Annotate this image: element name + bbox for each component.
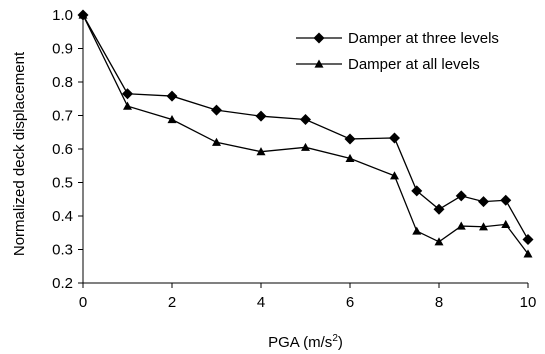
y-tick-label: 0.3 xyxy=(52,242,73,259)
diamond-point xyxy=(433,203,445,215)
diamond-point xyxy=(455,190,467,202)
diamond-point xyxy=(500,194,512,206)
series-line xyxy=(82,14,529,255)
y-tick-label: 0.9 xyxy=(52,41,73,58)
triangle-point xyxy=(479,222,488,231)
y-tick-label: 0.5 xyxy=(52,175,73,192)
triangle-point xyxy=(78,10,88,19)
x-tick-label: 6 xyxy=(346,294,354,311)
legend-label: Damper at three levels xyxy=(348,30,499,47)
diamond-point xyxy=(411,185,423,197)
triangle-point xyxy=(434,237,444,246)
diamond-point xyxy=(344,133,356,145)
triangle-point xyxy=(456,221,466,230)
x-tick-label: 10 xyxy=(520,294,537,311)
diamond-point xyxy=(522,233,534,245)
triangle-point xyxy=(412,226,422,235)
y-axis-title: Normalized deck displacement xyxy=(11,51,28,256)
diamond-point xyxy=(122,88,133,100)
diamond-point xyxy=(166,90,178,102)
triangle-point xyxy=(256,147,266,156)
x-axis-title-suffix: ) xyxy=(338,334,343,351)
series-layer xyxy=(77,9,534,258)
legend-label: Damper at all levels xyxy=(348,56,480,73)
legend: Damper at three levels Damper at all leve… xyxy=(296,30,499,73)
y-tick-label: 0.4 xyxy=(52,208,73,225)
y-tick-label: 0.7 xyxy=(52,108,73,125)
y-tick-label: 1.0 xyxy=(52,7,73,24)
x-axis-title-superscript: 2 xyxy=(332,333,338,344)
diamond-point xyxy=(211,104,222,116)
diamond-point xyxy=(300,114,311,126)
legend-triangle-marker xyxy=(314,59,324,68)
triangle-point xyxy=(212,137,221,146)
legend-item: Damper at all levels xyxy=(296,56,480,73)
x-tick-label: 0 xyxy=(79,294,87,311)
triangle-point xyxy=(523,249,533,258)
triangle-point xyxy=(167,115,177,124)
triangle-point xyxy=(123,101,132,110)
x-axis-ticks: 0 2 4 6 8 10 xyxy=(79,283,537,311)
series-damper-all-levels xyxy=(78,10,533,258)
diamond-point xyxy=(255,110,267,122)
x-tick-label: 2 xyxy=(168,294,176,311)
diamond-point xyxy=(478,196,489,208)
triangle-point xyxy=(501,219,511,228)
triangle-point xyxy=(390,171,399,180)
y-tick-label: 0.2 xyxy=(52,275,73,292)
y-axis-ticks: 0.2 0.3 0.4 0.5 0.6 0.7 0.8 0.9 1.0 xyxy=(52,7,83,292)
legend-diamond-marker xyxy=(313,32,325,44)
y-tick-label: 0.6 xyxy=(52,141,73,158)
x-tick-label: 4 xyxy=(257,294,265,311)
series-line xyxy=(82,14,529,240)
diamond-point xyxy=(389,132,400,144)
y-tick-label: 0.8 xyxy=(52,74,73,91)
series-damper-three-levels xyxy=(77,9,534,245)
x-axis-title: PGA (m/s2) xyxy=(268,333,343,351)
legend-item: Damper at three levels xyxy=(296,30,499,47)
x-tick-label: 8 xyxy=(435,294,443,311)
triangle-point xyxy=(345,153,355,162)
x-axis-title-main: PGA (m/s xyxy=(268,334,332,351)
triangle-point xyxy=(301,142,310,151)
